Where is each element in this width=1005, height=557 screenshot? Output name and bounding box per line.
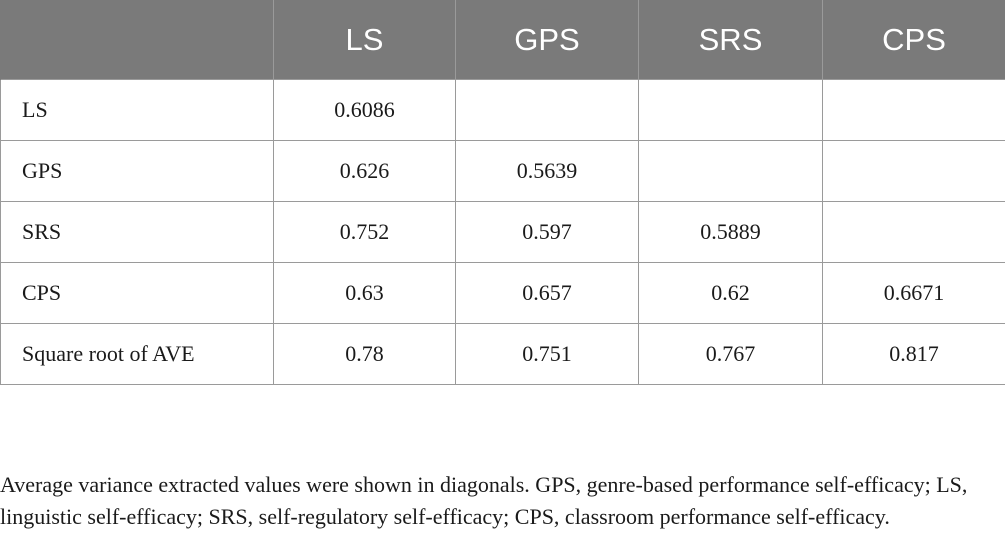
- table-cell: 0.63: [273, 262, 456, 324]
- table-cell: [822, 201, 1005, 263]
- table-row: Square root of AVE 0.78 0.751 0.767 0.81…: [0, 323, 1005, 385]
- table-cell: 0.767: [638, 323, 823, 385]
- row-label: SRS: [0, 201, 274, 263]
- row-label: CPS: [0, 262, 274, 324]
- row-label: Square root of AVE: [0, 323, 274, 385]
- table-cell: [638, 140, 823, 202]
- header-srs: SRS: [638, 0, 823, 80]
- table-header-row: LS GPS SRS CPS: [0, 0, 1005, 80]
- table-cell: [822, 79, 1005, 141]
- table-cell: 0.751: [455, 323, 639, 385]
- table-footnote: Average variance extracted values were s…: [0, 472, 968, 529]
- table-cell: 0.78: [273, 323, 456, 385]
- table-cell: 0.817: [822, 323, 1005, 385]
- table-cell: 0.626: [273, 140, 456, 202]
- table-cell: 0.657: [455, 262, 639, 324]
- table-cell: 0.6086: [273, 79, 456, 141]
- table-row: CPS 0.63 0.657 0.62 0.6671: [0, 262, 1005, 324]
- table-row: SRS 0.752 0.597 0.5889: [0, 201, 1005, 263]
- header-corner-cell: [0, 0, 274, 80]
- table-row: LS 0.6086: [0, 79, 1005, 141]
- ave-table-container: LS GPS SRS CPS LS 0.6086 GPS 0.626 0.563…: [0, 0, 1005, 385]
- table-cell: [638, 79, 823, 141]
- table-cell: 0.752: [273, 201, 456, 263]
- header-ls: LS: [273, 0, 456, 80]
- table-cell: 0.5889: [638, 201, 823, 263]
- table-row: GPS 0.626 0.5639: [0, 140, 1005, 202]
- table-cell: [455, 79, 639, 141]
- ave-correlation-table: LS GPS SRS CPS LS 0.6086 GPS 0.626 0.563…: [0, 0, 1005, 385]
- header-cps: CPS: [822, 0, 1005, 80]
- row-label: GPS: [0, 140, 274, 202]
- row-label: LS: [0, 79, 274, 141]
- table-cell: 0.6671: [822, 262, 1005, 324]
- table-cell: 0.597: [455, 201, 639, 263]
- table-cell: 0.62: [638, 262, 823, 324]
- table-cell: 0.5639: [455, 140, 639, 202]
- header-gps: GPS: [455, 0, 639, 80]
- table-cell: [822, 140, 1005, 202]
